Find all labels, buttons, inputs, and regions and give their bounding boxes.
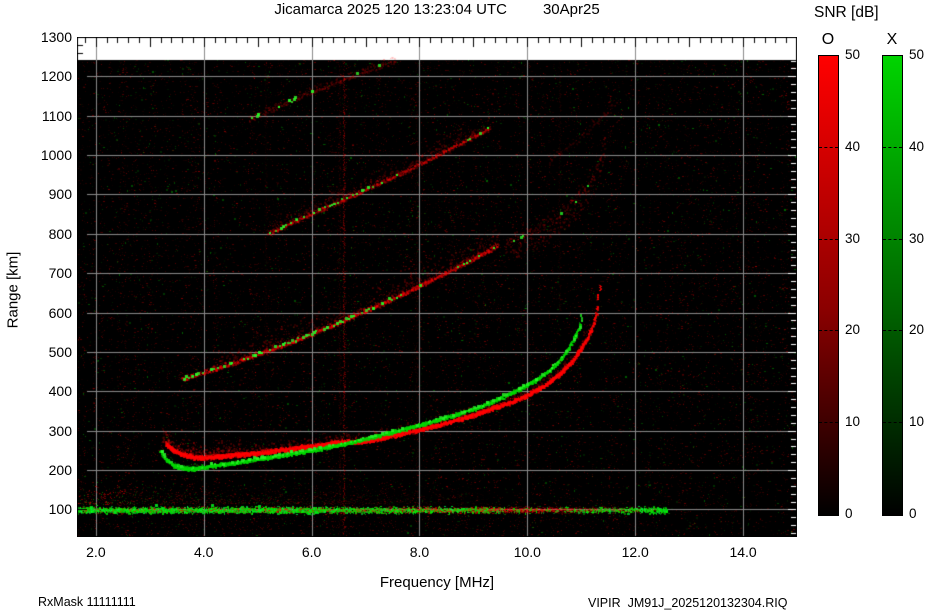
title-date: 30Apr25 <box>542 1 600 18</box>
colorbar-dash-tick <box>883 330 902 332</box>
y-axis-label: Range [km] <box>4 251 22 329</box>
x-tick-label: 12.0 <box>621 544 649 560</box>
y-tick-label: 1200 <box>40 68 72 85</box>
x-axis-label: Frequency [MHz] <box>379 574 495 591</box>
colorbar-dash-tick <box>883 422 902 424</box>
title-station-time: Jicamarca 2025 120 13:23:04 UTC <box>274 1 507 18</box>
y-tick-label: 500 <box>48 343 72 360</box>
colorbar-dash-tick <box>883 238 902 240</box>
x-tick-label: 8.0 <box>409 544 430 560</box>
y-tick-label: 1000 <box>40 147 72 164</box>
page-title: Jicamarca 2025 120 13:23:04 UTC 30Apr25 <box>77 1 797 18</box>
x-tick-label: 2.0 <box>86 544 106 560</box>
x-tick-label: 14.0 <box>729 544 757 560</box>
y-tick-label: 900 <box>48 186 72 203</box>
colorbar-tick-label: 20 <box>909 322 925 338</box>
y-tick-label: 400 <box>48 383 72 400</box>
colorbar-dash-tick <box>883 146 902 148</box>
y-tick-label: 300 <box>48 422 72 439</box>
colorbar-tick-label: 10 <box>845 414 861 430</box>
colorbar-dash-tick <box>819 330 838 332</box>
colorbar-tick-label: 20 <box>845 322 861 338</box>
y-tick-label: 800 <box>48 225 72 242</box>
colorbar-dash-tick <box>819 422 838 424</box>
colorbar-tick-label: 40 <box>909 138 925 154</box>
x-tick-label: 4.0 <box>194 544 214 560</box>
plot-frame <box>77 37 797 537</box>
colorbar-tick-label: 10 <box>909 414 925 430</box>
colorbar-tick-label: 30 <box>909 230 925 246</box>
source-file-text: VIPIR JM91J_2025120132304.RIQ <box>588 596 788 610</box>
rxmask-text: RxMask 11111111 <box>38 595 136 609</box>
colorbar-tick-label: 40 <box>845 138 861 154</box>
colorbar-tick-label: 0 <box>909 506 917 521</box>
y-tick-label: 700 <box>48 265 72 282</box>
colorbar-tick-label: 50 <box>909 47 925 62</box>
colorbar-dash-tick <box>819 238 838 240</box>
colorbar-gradient <box>818 55 839 516</box>
colorbar-tick-label: 0 <box>845 506 853 521</box>
colorbar-tick-label: 30 <box>845 230 861 246</box>
y-tick-label: 1300 <box>40 29 72 45</box>
x-tick-label: 6.0 <box>301 544 322 560</box>
y-tick-label: 200 <box>48 462 72 479</box>
ionogram-canvas <box>77 37 797 537</box>
colorbar-tick-label: 50 <box>845 47 861 62</box>
colorbar-mode-label: X <box>886 31 898 48</box>
y-tick-label: 1100 <box>41 107 72 124</box>
y-tick-label: 600 <box>48 304 72 321</box>
y-tick-label: 100 <box>48 501 72 518</box>
colorbar-title: SNR [dB] <box>814 4 879 21</box>
colorbar-mode-label: O <box>821 31 835 48</box>
x-tick-label: 10.0 <box>513 544 541 560</box>
colorbar-dash-tick <box>819 146 838 148</box>
colorbar-gradient <box>882 55 903 516</box>
